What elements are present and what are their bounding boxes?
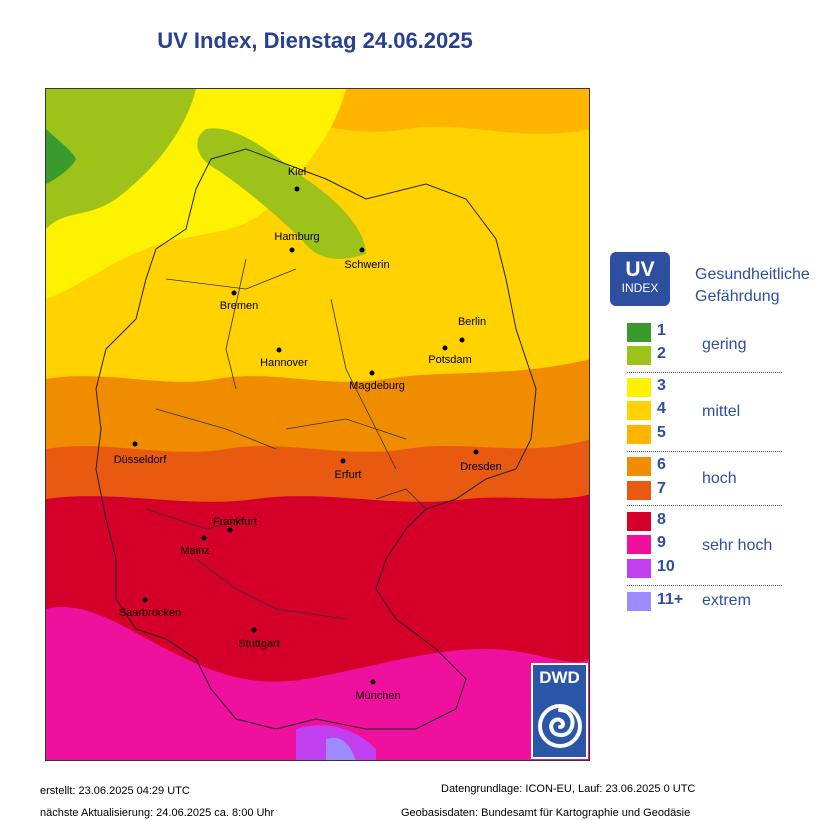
legend-swatch [627, 378, 651, 397]
page-title: UV Index, Dienstag 24.06.2025 [157, 28, 473, 53]
legend-swatch [627, 592, 651, 611]
legend-swatch [627, 512, 651, 531]
city-dot-mainz [201, 535, 207, 541]
dwd-logo: DWD [531, 663, 588, 759]
legend-level-label: 8 [657, 511, 666, 528]
legend-heading-line2: Gefährdung [695, 288, 780, 305]
uv-band-level2-north [197, 128, 366, 259]
legend-level-label: 6 [657, 456, 666, 473]
city-label-hamburg: Hamburg [274, 231, 319, 243]
city-label-saarbruecken: Saarbrücken [119, 607, 181, 619]
city-label-bremen: Bremen [220, 300, 259, 312]
legend-divider [627, 585, 782, 586]
city-label-magdeburg: Magdeburg [349, 380, 405, 392]
city-layer: Kiel Hamburg Schwerin Bremen Berlin Pots… [114, 166, 502, 702]
city-label-potsdam: Potsdam [428, 354, 471, 366]
uv-band-level1 [46, 129, 76, 184]
legend: UV INDEX Gesundheitliche Gefährdung 1 2 3 4… [605, 250, 830, 620]
city-label-schwerin: Schwerin [344, 259, 389, 271]
dwd-logo-text: DWD [539, 668, 580, 687]
city-dot-hannover [276, 347, 282, 353]
legend-level-label: 7 [657, 480, 666, 497]
city-dot-kiel [294, 186, 300, 192]
legend-level-label: 10 [657, 558, 675, 575]
uv-index-badge: UV INDEX [610, 252, 670, 306]
legend-category-gering: gering [702, 336, 747, 353]
state-borders [145, 258, 427, 620]
city-dot-muenchen [370, 679, 376, 685]
city-label-hannover: Hannover [260, 357, 308, 369]
uv-map-canvas: Kiel Hamburg Schwerin Bremen Berlin Pots… [46, 89, 589, 760]
legend-swatch [627, 481, 651, 500]
legend-divider [627, 372, 782, 373]
legend-swatch [627, 559, 651, 578]
legend-swatch [627, 535, 651, 554]
city-dot-berlin [459, 337, 465, 343]
footer-created: erstellt: 23.06.2025 04:29 UTC [40, 785, 190, 797]
city-label-muenchen: München [355, 690, 400, 702]
legend-swatch [627, 346, 651, 365]
legend-level-label: 11+ [657, 591, 684, 608]
city-label-frankfurt: Frankfurt [213, 516, 257, 528]
legend-level-label: 3 [657, 377, 666, 394]
legend-category-hoch: hoch [702, 470, 737, 487]
city-dot-magdeburg [369, 370, 375, 376]
city-dot-potsdam [442, 345, 448, 351]
city-dot-duesseldorf [132, 441, 138, 447]
footer-next-update: nächste Aktualisierung: 24.06.2025 ca. 8… [40, 807, 275, 819]
legend-divider [627, 451, 782, 452]
legend-category-extrem: extrem [702, 592, 751, 609]
city-dot-dresden [473, 449, 479, 455]
legend-level-label: 9 [657, 534, 666, 551]
city-dot-saarbruecken [142, 597, 148, 603]
city-label-erfurt: Erfurt [335, 469, 362, 481]
uv-badge-big: UV [625, 258, 655, 281]
uv-band-level7 [46, 439, 589, 509]
city-label-stuttgart: Stuttgart [238, 638, 280, 650]
footer-data-basis: Datengrundlage: ICON-EU, Lauf: 23.06.202… [441, 783, 696, 795]
uv-band-level11 [326, 737, 356, 760]
swirl-icon [538, 704, 582, 748]
city-label-dresden: Dresden [460, 461, 502, 473]
legend-heading-line1: Gesundheitliche [695, 266, 810, 283]
city-dot-schwerin [359, 247, 365, 253]
uv-map[interactable]: Kiel Hamburg Schwerin Bremen Berlin Pots… [45, 88, 590, 761]
uv-badge-small: INDEX [621, 281, 659, 295]
legend-swatch [627, 401, 651, 420]
legend-level-label: 1 [657, 322, 666, 339]
footer-geo-basis: Geobasisdaten: Bundesamt für Kartographi… [401, 807, 691, 819]
city-dot-erfurt [340, 458, 346, 464]
legend-swatch [627, 425, 651, 444]
city-label-kiel: Kiel [288, 166, 306, 178]
city-dot-stuttgart [251, 627, 257, 633]
city-dot-frankfurt [227, 527, 233, 533]
legend-level-label: 4 [657, 400, 666, 417]
legend-category-sehr-hoch: sehr hoch [702, 537, 773, 554]
city-label-berlin: Berlin [458, 316, 486, 328]
city-dot-hamburg [289, 247, 295, 253]
legend-heading: Gesundheitliche Gefährdung [695, 264, 810, 308]
uv-band-level9 [46, 607, 589, 760]
legend-swatch [627, 323, 651, 342]
legend-swatch [627, 457, 651, 476]
uv-band-level2-west [46, 89, 196, 229]
legend-category-mittel: mittel [702, 403, 741, 420]
city-label-mainz: Mainz [180, 545, 209, 557]
city-label-duesseldorf: Düsseldorf [114, 454, 168, 466]
uv-band-level9-west [46, 648, 136, 699]
legend-level-label: 2 [657, 345, 666, 362]
legend-divider [627, 505, 782, 506]
legend-level-label: 5 [657, 424, 666, 441]
germany-border [95, 148, 537, 730]
city-dot-bremen [231, 290, 237, 296]
